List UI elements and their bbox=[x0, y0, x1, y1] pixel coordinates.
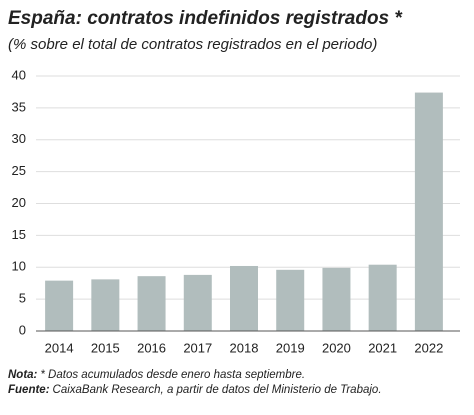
bar bbox=[230, 265, 258, 331]
x-tick-label: 2016 bbox=[137, 340, 166, 355]
bar bbox=[322, 267, 351, 331]
x-tick-label: 2015 bbox=[91, 340, 120, 355]
x-tick-label: 2021 bbox=[368, 340, 397, 355]
y-tick-label: 10 bbox=[12, 259, 26, 274]
x-tick-label: 2022 bbox=[414, 340, 443, 355]
notes: Nota: * Datos acumulados desde enero hast… bbox=[8, 369, 382, 396]
y-tick-label: 35 bbox=[12, 99, 26, 114]
chart-subtitle: (% sobre el total de contratos registrad… bbox=[8, 36, 377, 53]
chart-title: España: contratos indefinidos registrado… bbox=[8, 8, 403, 29]
bar bbox=[414, 92, 443, 331]
x-tick-label: 2020 bbox=[322, 340, 351, 355]
note-text: CaixaBank Research, a partir de datos de… bbox=[53, 384, 382, 396]
x-tick-label: 2019 bbox=[276, 340, 305, 355]
y-tick-label: 40 bbox=[12, 67, 26, 82]
y-tick-label: 15 bbox=[12, 227, 26, 242]
bar bbox=[137, 276, 166, 331]
note: Fuente: CaixaBank Research, a partir de d… bbox=[8, 384, 382, 396]
note-label: Nota: bbox=[8, 369, 38, 381]
bar bbox=[45, 280, 74, 331]
bar bbox=[276, 269, 305, 331]
x-tick-label: 2017 bbox=[183, 340, 212, 355]
bar bbox=[91, 279, 120, 331]
note-label: Fuente: bbox=[8, 384, 50, 396]
note: Nota: * Datos acumulados desde enero hast… bbox=[8, 369, 305, 381]
x-tick-label: 2014 bbox=[45, 340, 74, 355]
y-tick-label: 20 bbox=[12, 195, 26, 210]
y-tick-label: 5 bbox=[19, 291, 26, 306]
bar bbox=[368, 264, 397, 331]
x-tick-label: 2018 bbox=[230, 340, 259, 355]
y-tick-label: 25 bbox=[12, 163, 26, 178]
bar bbox=[183, 274, 212, 331]
note-text: * Datos acumulados desde enero hasta sep… bbox=[40, 369, 305, 381]
y-tick-label: 0 bbox=[19, 322, 26, 337]
y-tick-label: 30 bbox=[12, 131, 26, 146]
